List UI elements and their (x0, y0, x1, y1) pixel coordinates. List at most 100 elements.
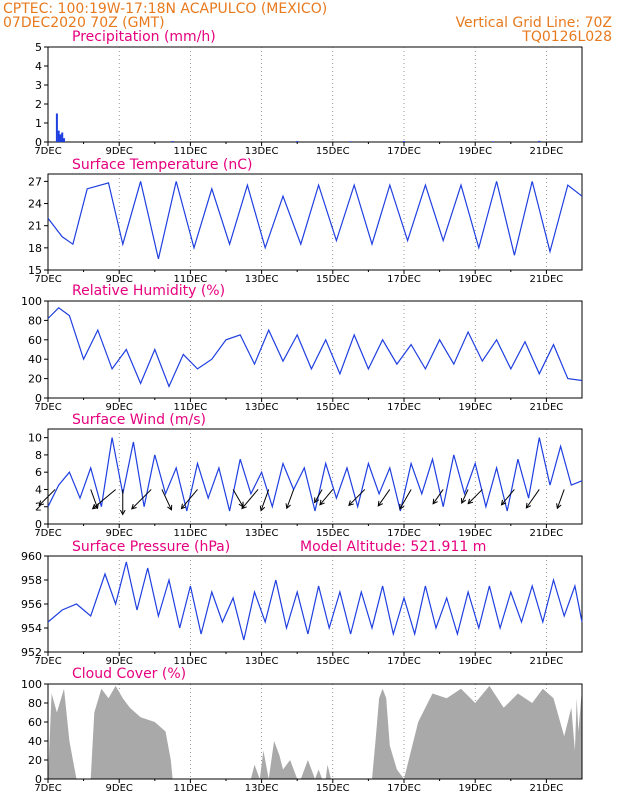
y-tick-label: 60 (28, 334, 42, 347)
y-tick-label: 4 (35, 483, 42, 496)
wind-arrow (319, 489, 334, 506)
x-tick-label: 9DEC (106, 528, 133, 539)
y-tick-label: 2 (35, 98, 42, 111)
x-tick-label: 11DEC (174, 656, 208, 667)
wind-arrow (432, 489, 444, 505)
y-tick-label: 6 (35, 466, 42, 479)
x-tick-label: 15DEC (316, 528, 350, 539)
precip-bar (538, 140, 541, 142)
y-tick-label: 958 (21, 574, 42, 587)
x-tick-label: 21DEC (530, 656, 564, 667)
wind-arrow-head (500, 499, 507, 506)
panel-frame (47, 46, 583, 143)
x-tick-label: 21DEC (530, 528, 564, 539)
wind-arrow-head (119, 509, 126, 516)
x-tick-label: 13DEC (245, 783, 279, 794)
precip-bar (403, 141, 405, 142)
x-tick-label: 19DEC (458, 783, 492, 794)
wind-arrow-head (460, 498, 467, 504)
panel-title-temperature: Surface Temperature (nC) (72, 157, 253, 173)
wind-arrow-head (314, 497, 320, 504)
wind-arrow (399, 489, 412, 510)
x-tick-label: 19DEC (458, 274, 492, 285)
precip-bar (349, 141, 352, 142)
y-tick-label: 21 (28, 220, 42, 233)
x-tick-label: 19DEC (458, 528, 492, 539)
x-tick-label: 15DEC (316, 274, 350, 285)
x-tick-label: 11DEC (174, 783, 208, 794)
x-tick-label: 13DEC (245, 656, 279, 667)
y-tick-label: 1 (35, 117, 42, 130)
series-line (47, 561, 583, 641)
panel-1: 15 18 21 24 27 7DEC 9DEC 11DEC 13DEC 15DEC 17DEC 19… (28, 173, 583, 285)
precip-bar (57, 130, 60, 142)
x-tick-label: 11DEC (174, 528, 208, 539)
wind-arrow-head (241, 503, 247, 510)
x-tick-label: 15DEC (316, 402, 350, 413)
x-tick-label: 11DEC (174, 402, 208, 413)
panel-4: 952 954 956 958 960 7DEC 9DEC 11DEC 13DEC 15DEC 17… (21, 550, 583, 667)
wind-arrow-head (319, 499, 325, 506)
wind-arrow (377, 489, 391, 507)
y-tick-label: 20 (28, 373, 42, 386)
panel-title-pressure: Surface Pressure (hPa) (72, 539, 230, 555)
wind-arrow (525, 489, 540, 509)
x-tick-label: 15DEC (316, 783, 350, 794)
x-tick-label: 13DEC (245, 274, 279, 285)
x-tick-label: 13DEC (245, 402, 279, 413)
y-tick-label: 8 (35, 449, 42, 462)
panel-frame (47, 428, 583, 525)
x-tick-label: 17DEC (387, 274, 421, 285)
x-tick-label: 19DEC (458, 656, 492, 667)
x-tick-label: 17DEC (387, 402, 421, 413)
wind-arrow (161, 489, 172, 511)
wind-arrow-head (467, 498, 474, 505)
panel-2: 0 20 40 60 80 100 7DEC 9DEC 11DEC 13DEC 15DEC 17DEC… (21, 295, 583, 413)
precip-bar (59, 134, 62, 142)
precip-bar (492, 141, 494, 142)
panel-title-wind: Surface Wind (m/s) (72, 412, 206, 428)
wind-arrow-head (399, 503, 405, 510)
y-tick-label: 960 (21, 550, 42, 563)
y-tick-label: 954 (21, 622, 42, 635)
wind-arrow-head (167, 504, 173, 511)
x-tick-label: 19DEC (458, 146, 492, 157)
x-tick-label: 13DEC (245, 146, 279, 157)
y-tick-label: 15 (28, 264, 42, 277)
precip-bar (63, 138, 66, 142)
y-tick-label: 10 (28, 432, 42, 445)
y-tick-label: 18 (28, 242, 42, 255)
wind-arrow-head (285, 503, 291, 510)
wind-arrow (286, 489, 295, 509)
x-tick-label: 11DEC (174, 146, 208, 157)
wind-arrow-head (432, 498, 438, 505)
y-tick-label: 956 (21, 598, 42, 611)
wind-arrow-head (556, 503, 562, 510)
x-tick-label: 13DEC (245, 528, 279, 539)
panel-frame (47, 173, 583, 271)
series-line (47, 437, 583, 512)
header-model-id: TQ0126L028 (521, 29, 612, 45)
wind-arrow (260, 489, 270, 511)
y-tick-label: 60 (28, 716, 42, 729)
wind-arrow (131, 489, 152, 510)
wind-arrow (92, 489, 116, 510)
wind-arrow (461, 489, 469, 504)
y-tick-label: 3 (35, 79, 42, 92)
panel-title-humidity: Relative Humidity (%) (72, 283, 225, 299)
wind-arrow (181, 489, 198, 509)
x-tick-label: 21DEC (530, 402, 564, 413)
y-tick-label: 0 (35, 136, 42, 149)
y-tick-label: 27 (28, 175, 42, 188)
y-tick-label: 0 (35, 518, 42, 531)
x-tick-label: 7DEC (34, 656, 61, 667)
wind-arrow-head (131, 503, 137, 510)
precip-bar (61, 132, 64, 142)
x-tick-label: 19DEC (458, 402, 492, 413)
panel-frame (47, 300, 583, 399)
x-tick-label: 7DEC (34, 146, 61, 157)
wind-arrow-head (348, 500, 354, 507)
wind-arrow-head (525, 502, 532, 509)
x-tick-label: 17DEC (387, 656, 421, 667)
